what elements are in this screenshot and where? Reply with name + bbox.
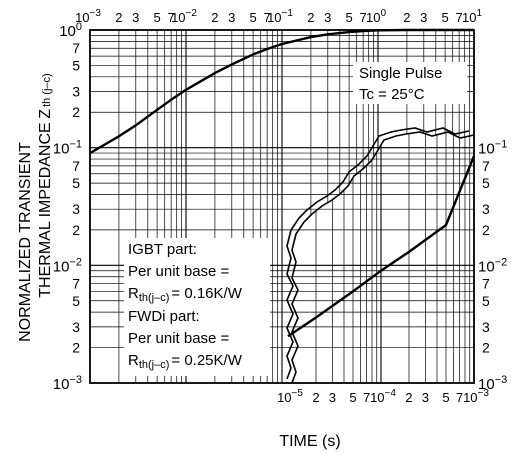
y-right-minor-label: 5: [482, 293, 490, 309]
y-left-decade-label: 10−3: [53, 374, 82, 393]
y-axis-symbol: Zth (j–c): [37, 73, 54, 118]
y-right-minor-label: 3: [482, 319, 490, 335]
y-left-decade-label: 10−2: [53, 256, 82, 275]
x-axis-title: TIME (s): [279, 433, 340, 450]
x-upper-minor-label: 2: [403, 10, 410, 25]
series-line-upper: [89, 28, 474, 155]
x-upper-minor-label: 5: [153, 10, 160, 25]
x-upper-decade-label: 101: [462, 8, 482, 25]
y-left-minor-label: 7: [72, 276, 80, 292]
series-group: [89, 28, 476, 338]
x-upper-decade-label: 10−3: [75, 8, 101, 25]
x-lower-minor-label: 2: [405, 390, 412, 405]
y-right-minor-label: 2: [482, 340, 490, 356]
x-lower-minor-label: 7: [363, 390, 370, 405]
x-upper-minor-label: 7: [456, 10, 463, 25]
x-upper-decade-label: 10−2: [171, 8, 197, 25]
x-lower-minor-label: 2: [312, 390, 319, 405]
y-left-minor-label: 2: [72, 222, 80, 238]
y-axis-title-line2: THERMAL IMPEDANCE: [37, 122, 54, 297]
igbt-title: IGBT part:: [128, 241, 197, 258]
y-left-minor-label: 7: [72, 40, 80, 56]
y-left-minor-label: 2: [72, 340, 80, 356]
x-upper-minor-label: 3: [132, 10, 139, 25]
y-left-decade-label: 10−1: [53, 139, 82, 158]
x-upper-minor-label: 3: [228, 10, 235, 25]
y-axis-title-line1: NORMALIZED TRANSIENT: [17, 142, 34, 342]
x-upper-minor-label: 7: [168, 10, 175, 25]
x-lower-minor-label: 5: [349, 390, 356, 405]
y-left-minor-label: 5: [72, 175, 80, 191]
y-axis-title-2: THERMAL IMPEDANCE: [37, 122, 54, 297]
x-upper-minor-label: 5: [441, 10, 448, 25]
fwd-r: Rth(j–c) = 0.25K/W: [128, 352, 243, 371]
y-right-decade-label: 10−2: [478, 256, 507, 275]
axis-break-line: [286, 127, 470, 380]
igbt-r: Rth(j–c) = 0.16K/W: [128, 285, 243, 304]
x-lower-decade-label: 10−4: [370, 388, 396, 405]
x-upper-minor-label: 3: [420, 10, 427, 25]
x-lower-minor-label: 7: [456, 390, 463, 405]
y-left-minor-label: 5: [72, 293, 80, 309]
axis-break-line: [291, 131, 475, 384]
x-upper-minor-label: 2: [211, 10, 218, 25]
y-right-minor-label: 7: [482, 276, 490, 292]
x-upper-minor-label: 2: [307, 10, 314, 25]
y-right-minor-label: 7: [482, 158, 490, 174]
igbt-base: Per unit base =: [128, 263, 230, 280]
y-right-decade-label: 10−1: [478, 139, 507, 158]
x-upper-decade-label: 100: [366, 8, 386, 25]
y-axis-title: NORMALIZED TRANSIENT: [17, 142, 34, 342]
single-pulse-label: Single Pulse: [359, 65, 442, 82]
x-lower-minor-label: 3: [329, 390, 336, 405]
y-right-minor-label: 2: [482, 222, 490, 238]
y-right-decade-label: 10−3: [478, 374, 507, 393]
y-left-minor-label: 7: [72, 158, 80, 174]
x-upper-minor-label: 5: [345, 10, 352, 25]
x-upper-minor-label: 5: [249, 10, 256, 25]
x-lower-minor-label: 5: [442, 390, 449, 405]
x-lower-minor-label: 3: [422, 390, 429, 405]
plot-frame: [89, 29, 475, 384]
x-lower-decade-label: 10−3: [463, 388, 489, 405]
y-left-minor-label: 2: [72, 104, 80, 120]
y-left-minor-label: 5: [72, 57, 80, 73]
axis-break-mask: [292, 132, 474, 383]
x-upper-minor-label: 2: [115, 10, 122, 25]
x-upper-minor-label: 7: [360, 10, 367, 25]
y-left-decade-label: 100: [59, 21, 82, 40]
y-right-minor-label: 5: [482, 175, 490, 191]
y-right-minor-label: 3: [482, 201, 490, 217]
x-lower-decade-label: 10−5: [277, 388, 303, 405]
y-axis-symbol-text: Zth (j–c): [37, 73, 54, 118]
fwd-base: Per unit base =: [128, 330, 230, 347]
tc-label: Tc = 25°C: [359, 86, 425, 103]
y-left-minor-label: 3: [72, 201, 80, 217]
y-left-minor-label: 3: [72, 319, 80, 335]
fwd-title: FWDi part:: [128, 308, 200, 325]
notes-box: [124, 238, 270, 376]
series-line-lower: [287, 155, 476, 338]
x-upper-decade-label: 10−1: [267, 8, 293, 25]
pulse-box: [353, 62, 467, 104]
y-left-minor-label: 3: [72, 84, 80, 100]
x-upper-minor-label: 3: [324, 10, 331, 25]
x-upper-minor-label: 7: [264, 10, 271, 25]
